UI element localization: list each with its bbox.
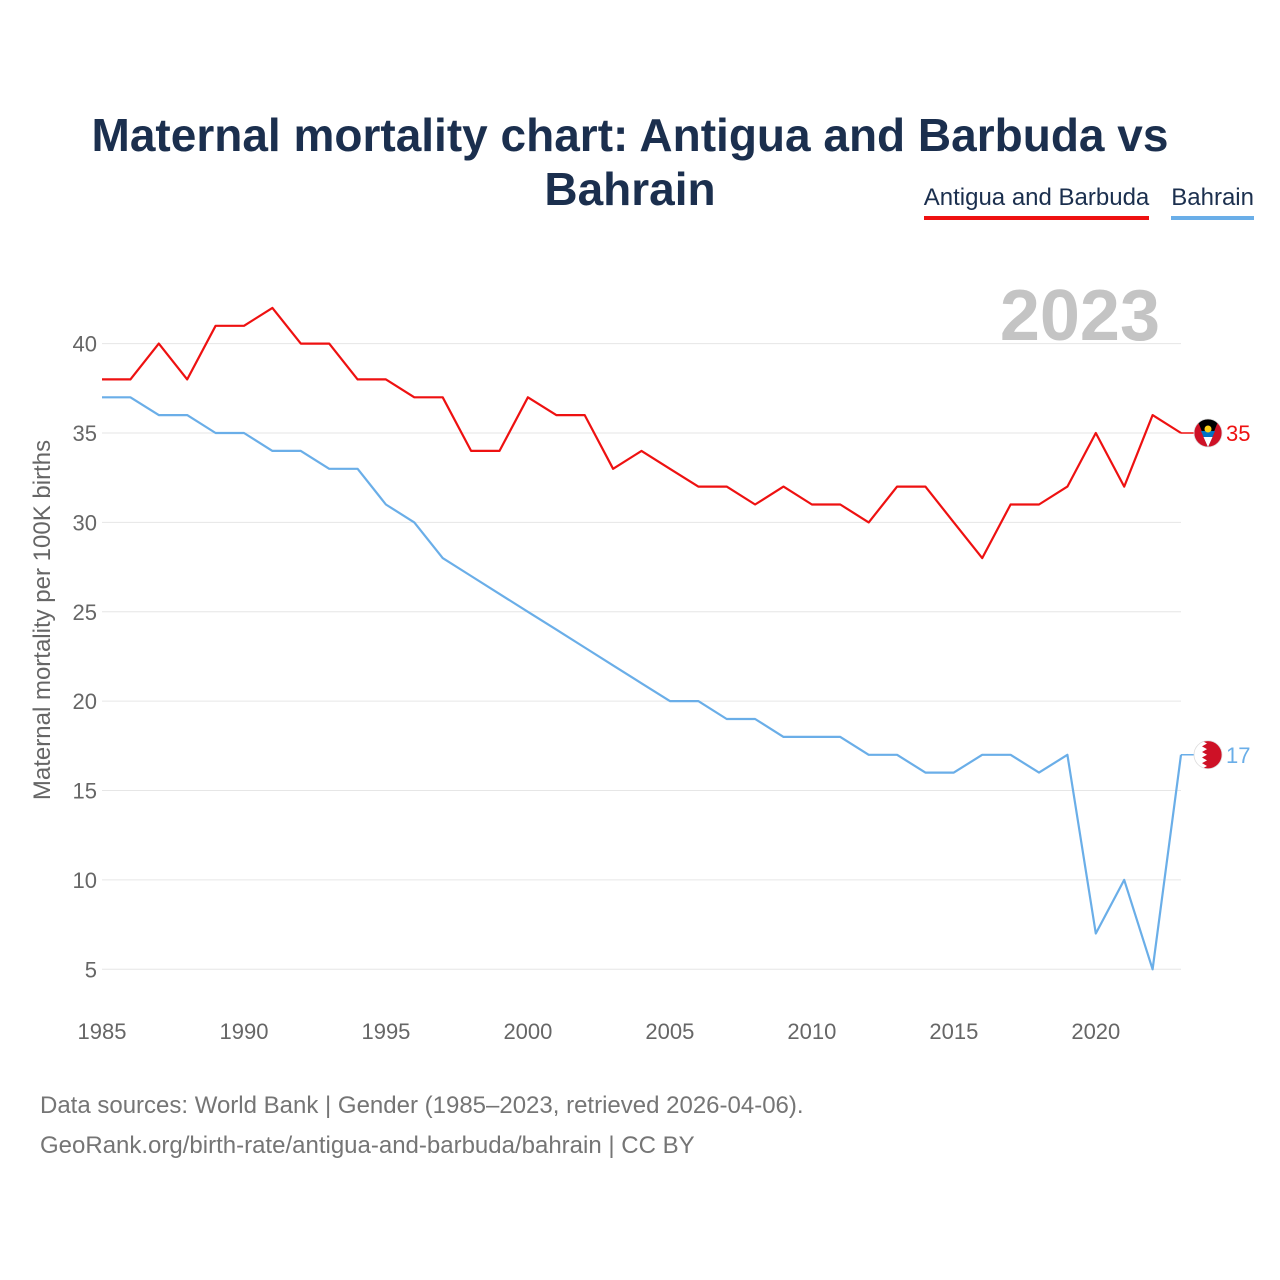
y-tick-label: 15 xyxy=(73,779,97,804)
x-tick-label: 2005 xyxy=(645,1019,694,1044)
x-tick-label: 2010 xyxy=(787,1019,836,1044)
data-source-note: Data sources: World Bank | Gender (1985–… xyxy=(40,1092,804,1119)
y-tick-label: 5 xyxy=(85,957,97,982)
antigua-and-barbuda-flag-icon xyxy=(1193,418,1223,448)
source-url[interactable]: GeoRank.org/birth-rate/antigua-and-barbu… xyxy=(40,1132,695,1159)
bahrain-flag-icon xyxy=(1193,740,1223,770)
series-line-antigua-and-barbuda[interactable] xyxy=(102,306,1182,560)
y-tick-label: 40 xyxy=(73,332,97,357)
y-tick-label: 10 xyxy=(73,868,97,893)
y-tick-label: 35 xyxy=(73,421,97,446)
end-value-label: 17 xyxy=(1226,743,1250,768)
footer: Data sources: World Bank | Gender (1985–… xyxy=(40,1086,804,1166)
year-watermark: 2023 xyxy=(1000,276,1160,356)
legend-item-bahrain[interactable]: Bahrain xyxy=(1171,184,1254,220)
x-tick-label: 1990 xyxy=(219,1019,268,1044)
end-value-label: 35 xyxy=(1226,421,1250,446)
x-tick-label: 1995 xyxy=(361,1019,410,1044)
chart-title: Maternal mortality chart: Antigua and Ba… xyxy=(91,109,1169,215)
x-tick-label: 1985 xyxy=(78,1019,127,1044)
x-tick-label: 2015 xyxy=(929,1019,978,1044)
series-line-bahrain[interactable] xyxy=(102,396,1183,971)
y-tick-label: 25 xyxy=(73,600,97,625)
y-axis-label: Maternal mortality per 100K births xyxy=(29,440,56,800)
legend: Antigua and Barbuda Bahrain xyxy=(923,184,1254,220)
x-tick-label: 2020 xyxy=(1071,1019,1120,1044)
x-tick-label: 2000 xyxy=(503,1019,552,1044)
y-tick-label: 30 xyxy=(73,510,97,535)
legend-item-antigua-and-barbuda[interactable]: Antigua and Barbuda xyxy=(923,184,1150,220)
line-chart: 2023 5 10 15 20 25 30 35 40 1985 1990 1995 2000 200… xyxy=(29,276,1250,1044)
y-tick-label: 20 xyxy=(73,689,97,714)
